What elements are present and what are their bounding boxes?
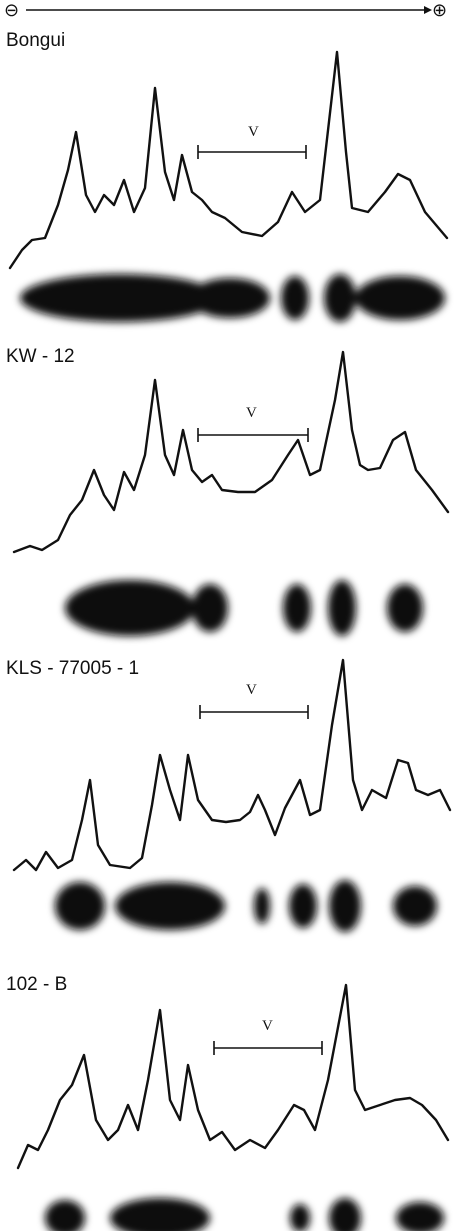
range-label: V — [262, 1018, 273, 1034]
gel-band — [20, 274, 445, 322]
arrow-head — [424, 6, 432, 14]
range-label: V — [248, 124, 259, 140]
plus-symbol: ⊕ — [432, 0, 447, 20]
gel-band — [45, 1198, 444, 1231]
gel-band — [55, 880, 437, 932]
trace — [16, 983, 450, 1170]
range-label: V — [246, 682, 257, 698]
trace — [12, 350, 450, 554]
sample-label: KLS - 77005 - 1 — [6, 658, 139, 679]
trace — [8, 50, 449, 270]
sample-label: 102 - B — [6, 974, 67, 995]
range-label: V — [246, 405, 257, 421]
trace — [12, 658, 452, 872]
minus-symbol: ⊖ — [4, 0, 19, 20]
gel-band — [65, 580, 423, 636]
sample-label: Bongui — [6, 30, 65, 51]
sample-label: KW - 12 — [6, 346, 75, 367]
